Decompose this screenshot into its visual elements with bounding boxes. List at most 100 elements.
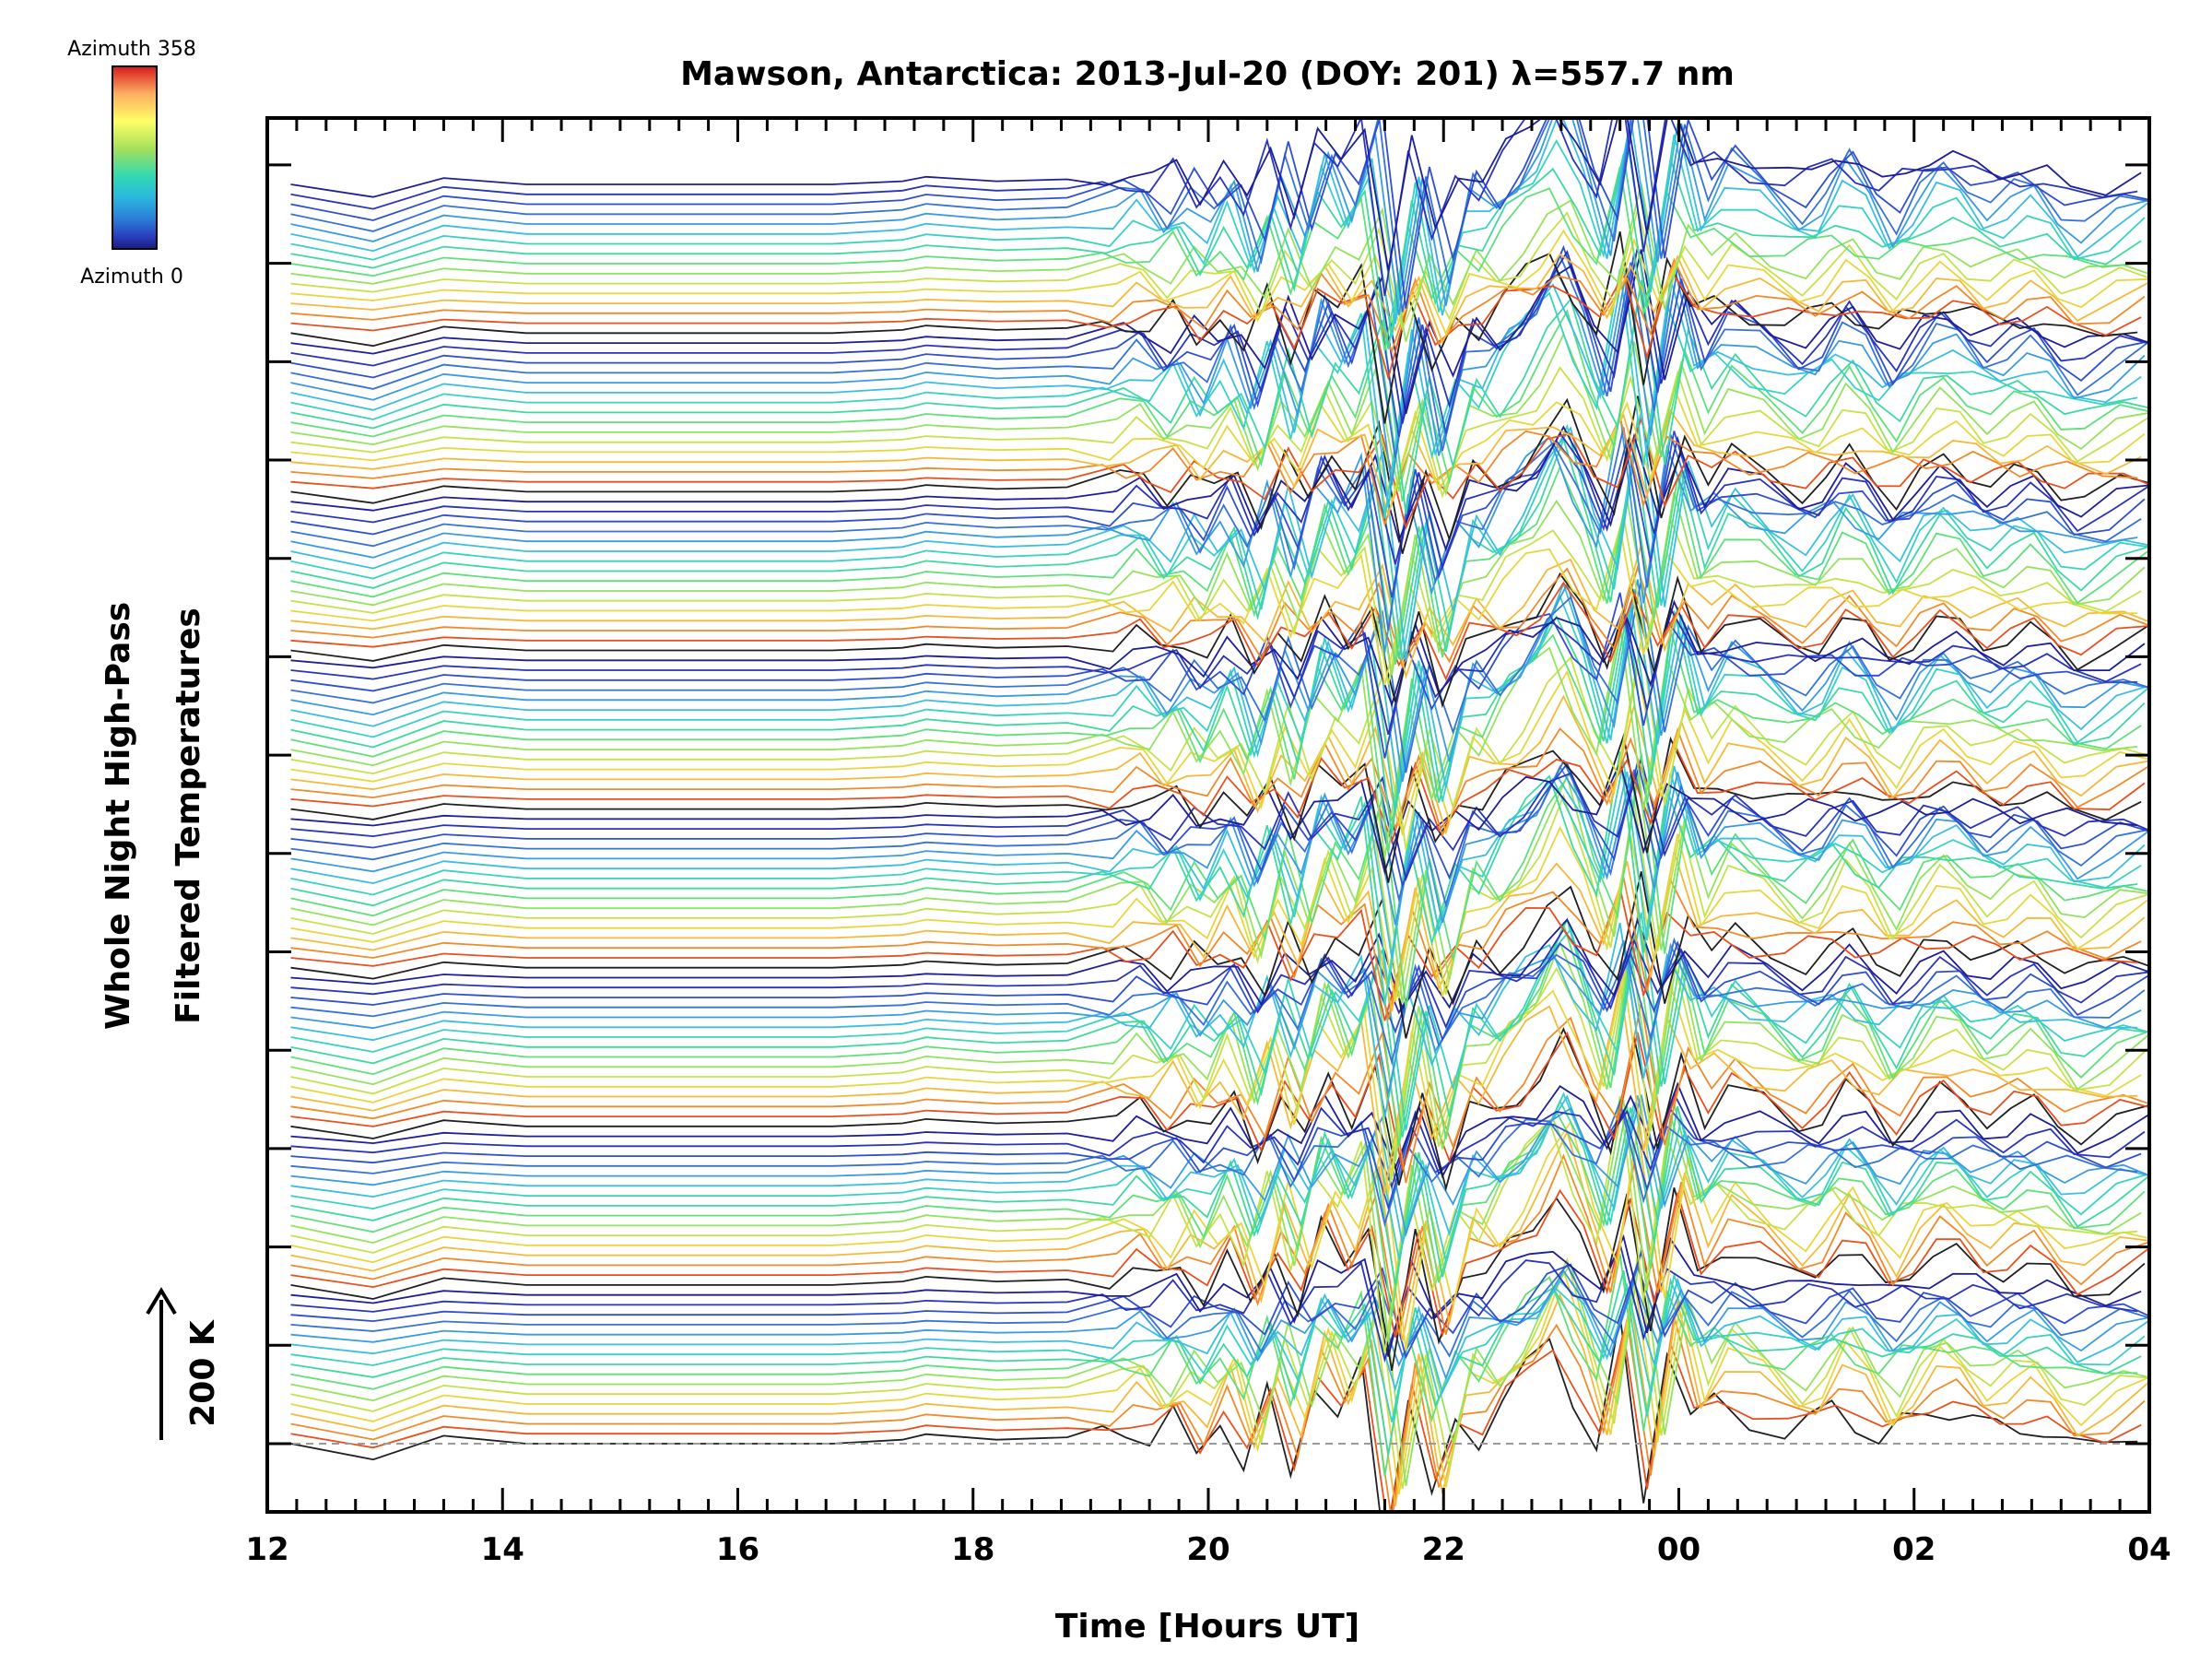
series-line [290,366,2149,499]
series-line [290,1331,2142,1512]
series-line [290,1269,2149,1381]
series-line [290,544,2149,680]
series-line [290,851,2146,1012]
series-line [290,118,2138,297]
y-axis-label-line2: Filtered Temperatures [170,608,207,1024]
series-line [290,253,2149,345]
colorbar: Azimuth 358 Azimuth 0 [67,38,196,289]
series-line [290,740,2146,844]
series-line [290,154,2142,349]
x-axis-label: Time [Hours UT] [1055,1608,1359,1646]
series-line [290,874,2142,1021]
x-tick-label: 14 [481,1531,524,1568]
series-line [290,727,2149,838]
series-line [290,267,2142,509]
series-line [290,694,2149,835]
series-line [290,752,2149,1009]
series-line [290,940,2149,1042]
series-line [290,1081,2149,1179]
series-line [290,244,2149,437]
series-line [290,515,2142,685]
series-line [290,1188,2149,1339]
series-line [290,246,2149,424]
series-line [290,939,2142,1094]
series-line [290,765,2146,959]
series-line [290,1249,2149,1360]
series-line [290,384,2146,505]
series-line [290,761,2149,889]
x-tick-label: 22 [1422,1531,1465,1568]
series-line [290,425,2149,552]
series-line [290,927,2149,1030]
series-line [290,917,2149,1011]
series-line [290,937,2146,1066]
series-line [290,431,2146,598]
x-tick-label: 04 [2127,1531,2171,1568]
series-line [290,253,2149,459]
y-axis-label-line1: Whole Night High-Pass [100,602,137,1030]
y-axis-ticks [267,163,2149,1446]
series-line [290,1263,2149,1358]
series-line [290,912,2149,1131]
series-line [290,267,2142,382]
series-line [290,610,2146,835]
x-tick-label: 16 [716,1531,759,1568]
series-line [290,1094,2149,1237]
series-line [290,415,2138,527]
series-line [290,564,2149,669]
series-line [290,760,2138,875]
series-line [290,1094,2149,1244]
series-line [290,668,2149,835]
series-line [290,279,2149,514]
series-line [290,134,2146,338]
series-line [290,1128,2149,1341]
series-line [290,1031,2149,1172]
series-line [290,1103,2149,1351]
series-line [290,640,2149,850]
x-tick-label: 18 [951,1531,994,1568]
series-line [290,118,2149,309]
x-tick-label: 02 [1892,1531,1936,1568]
series-line [290,580,2149,773]
series-line [290,921,2149,1147]
series-line [290,332,2149,497]
series-line [290,1002,2149,1184]
series-line [290,166,2138,351]
series-line [290,761,2142,988]
series-line [290,257,2146,354]
series-line [290,973,2142,1194]
series-line [290,408,2142,518]
series-line [290,1092,2146,1189]
scale-bar-arrow-head [146,1287,177,1316]
series-line [290,1187,2146,1372]
series-line [290,229,2149,336]
x-tick-label: 00 [1657,1531,1700,1568]
series-line [290,1103,2146,1316]
colorbar-gradient [112,65,158,250]
series-line [290,183,2149,342]
series-line [290,1247,2149,1486]
series-line [290,209,2149,332]
x-axis-ticks [265,118,2151,1512]
series-line [290,1153,2149,1335]
series-line [290,592,2138,759]
series-line [290,491,2146,676]
series-line [290,268,2138,519]
series-line [290,249,2149,415]
series-line [290,756,2149,882]
scale-bar-label: 200 K [184,1319,222,1427]
series-line [290,617,2142,854]
series-line [290,1099,2142,1342]
series-line [290,581,2149,794]
traces [290,118,2149,1512]
series-line [290,885,2138,1021]
series-line [290,1315,2138,1512]
series-line [290,118,2142,271]
scale-bar: 200 K [146,1287,222,1440]
series-line [290,983,2138,1195]
series-line [290,1107,2142,1211]
series-line [290,1092,2149,1261]
series-line [290,871,2149,1039]
series-line [290,623,2138,858]
series-line [290,572,2149,709]
